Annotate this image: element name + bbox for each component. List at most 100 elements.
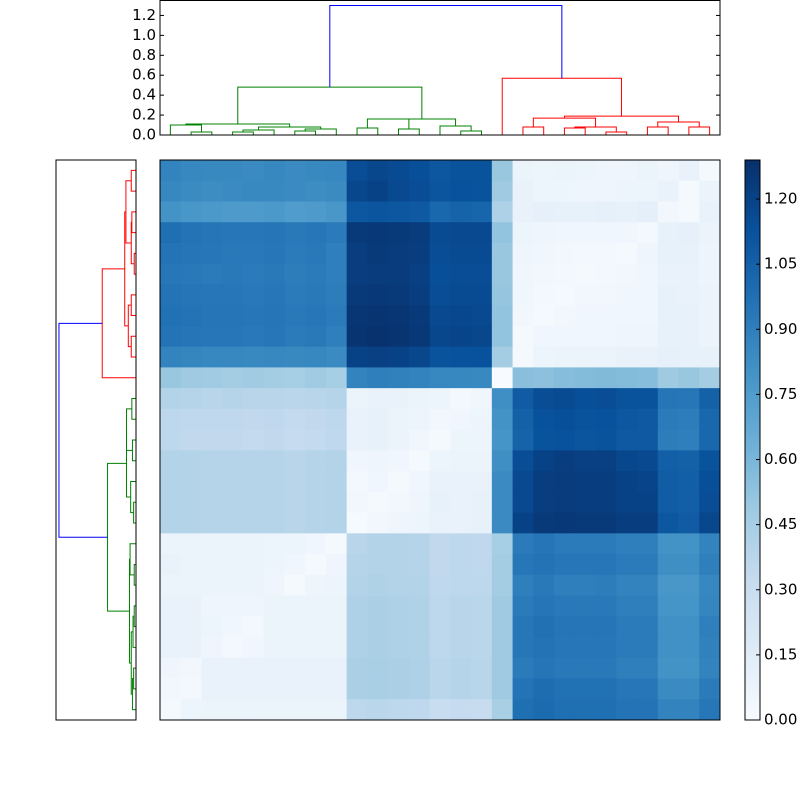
- heat-cell: [616, 408, 638, 431]
- dendrogram-link: [501, 77, 622, 135]
- dendrogram-link: [688, 126, 711, 135]
- heat-cell: [346, 595, 368, 617]
- heat-cell: [346, 367, 368, 389]
- heat-cell: [180, 533, 202, 555]
- heat-cell: [574, 616, 597, 638]
- colorbar: [744, 159, 761, 721]
- heat-cell: [180, 325, 202, 348]
- heat-cell: [637, 180, 659, 202]
- heat-cell: [699, 388, 721, 410]
- heat-cell: [616, 242, 638, 265]
- heat-cell: [491, 678, 514, 700]
- heat-cell: [429, 160, 451, 182]
- heat-cell: [429, 616, 451, 638]
- heat-cell: [554, 471, 576, 493]
- heat-cell: [512, 471, 534, 493]
- heat-cell: [637, 388, 659, 410]
- heat-cell: [512, 595, 534, 617]
- heat-cell: [201, 533, 223, 555]
- heat-cell: [325, 450, 348, 472]
- dendrogram-link: [131, 439, 136, 462]
- heat-cell: [201, 678, 223, 700]
- heat-cell: [574, 471, 597, 493]
- dendrogram-link: [124, 211, 129, 327]
- heat-cell: [201, 471, 223, 493]
- heat-cell: [180, 491, 202, 514]
- heat-cell: [512, 160, 534, 182]
- heat-cell: [367, 491, 389, 514]
- dendrogram-link: [130, 294, 136, 317]
- heat-cell: [471, 574, 493, 597]
- heat-cell: [450, 450, 472, 472]
- heat-cell: [574, 160, 597, 182]
- heat-cell: [201, 554, 223, 576]
- heat-cell: [450, 180, 472, 202]
- heat-cell: [471, 471, 493, 493]
- heat-cell: [491, 222, 514, 244]
- heat-cell: [678, 450, 700, 472]
- heat-cell: [180, 450, 202, 472]
- heat-cell: [657, 595, 680, 617]
- heat-cell: [471, 263, 493, 285]
- heat-cell: [450, 533, 472, 555]
- heat-cell: [284, 616, 306, 638]
- heat-cell: [242, 616, 265, 638]
- heat-cell: [450, 471, 472, 493]
- heat-cell: [699, 699, 721, 721]
- heat-cell: [284, 657, 306, 680]
- heat-cell: [201, 491, 223, 514]
- heat-cell: [284, 180, 306, 202]
- heat-cell: [408, 367, 431, 389]
- heat-cell: [429, 595, 451, 617]
- heat-cell: [180, 222, 202, 244]
- heat-cell: [637, 450, 659, 472]
- heat-cell: [574, 222, 597, 244]
- heat-cell: [595, 408, 617, 431]
- heat-cell: [388, 346, 410, 368]
- heat-cell: [657, 388, 680, 410]
- heat-cell: [471, 388, 493, 410]
- heat-cell: [678, 305, 700, 327]
- heat-cell: [657, 346, 680, 368]
- heat-cell: [699, 346, 721, 368]
- heat-cell: [429, 491, 451, 514]
- heat-cell: [222, 637, 244, 659]
- dendrogram-link: [388, 118, 457, 127]
- heat-cell: [657, 616, 680, 638]
- heat-cell: [699, 242, 721, 265]
- heat-cell: [637, 305, 659, 327]
- heat-cell: [263, 512, 285, 534]
- heat-cell: [637, 160, 659, 182]
- heat-cell: [637, 429, 659, 451]
- heat-cell: [222, 574, 244, 597]
- heat-cell: [533, 305, 555, 327]
- heat-cell: [408, 491, 431, 514]
- heat-cell: [201, 284, 223, 306]
- heat-cell: [263, 160, 285, 182]
- heat-cell: [305, 263, 327, 285]
- heat-cell: [408, 450, 431, 472]
- heat-cell: [222, 388, 244, 410]
- heat-cell: [512, 222, 534, 244]
- heat-cell: [637, 533, 659, 555]
- y-tick-label: 1.0: [132, 26, 156, 44]
- heat-cell: [263, 222, 285, 244]
- heat-cell: [242, 367, 265, 389]
- heat-cell: [346, 305, 368, 327]
- heat-cell: [450, 616, 472, 638]
- heat-cell: [242, 574, 265, 597]
- heat-cell: [491, 408, 514, 431]
- heat-cell: [678, 491, 700, 514]
- heat-cell: [595, 180, 617, 202]
- heat-cell: [180, 574, 202, 597]
- heat-cell: [284, 595, 306, 617]
- heat-cell: [263, 284, 285, 306]
- heat-cell: [429, 429, 451, 451]
- heat-cell: [325, 305, 348, 327]
- heat-cell: [616, 367, 638, 389]
- heat-cell: [242, 222, 265, 244]
- dendrogram-link: [130, 169, 136, 192]
- heat-cell: [429, 699, 451, 721]
- heat-cell: [699, 637, 721, 659]
- heat-cell: [657, 180, 680, 202]
